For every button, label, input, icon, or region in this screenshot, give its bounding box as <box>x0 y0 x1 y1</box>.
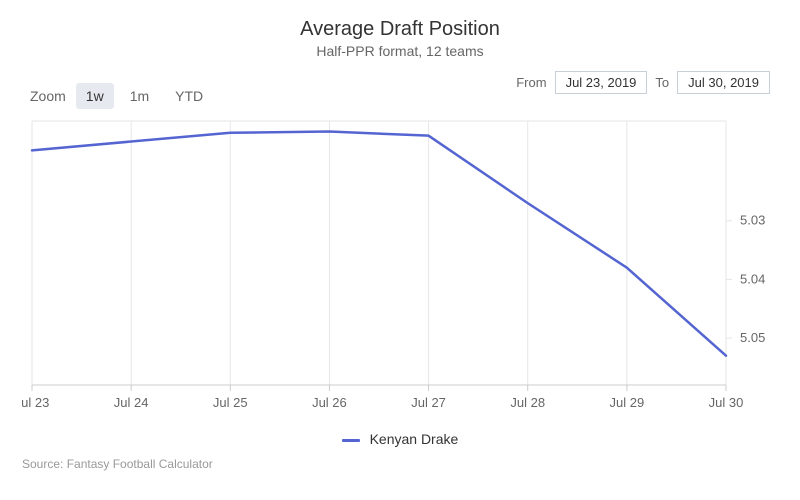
controls-row: Zoom 1w 1m YTD From Jul 23, 2019 To Jul … <box>22 83 778 109</box>
legend-series-label: Kenyan Drake <box>370 431 459 447</box>
y-tick-label: 5.04 <box>740 271 765 286</box>
x-tick-label: Jul 30 <box>709 395 744 410</box>
y-tick-label: 5.03 <box>740 213 765 228</box>
legend: Kenyan Drake <box>22 431 778 447</box>
zoom-1w-button[interactable]: 1w <box>76 83 114 109</box>
chart-area: 5.03 5.04 5.05 Jul 23 Jul 24 Jul 25 Jul 26 Jul… <box>22 117 778 427</box>
chart-subtitle: Half-PPR format, 12 teams <box>22 43 778 59</box>
zoom-group: Zoom 1w 1m YTD <box>30 83 213 109</box>
data-line <box>32 132 726 356</box>
date-range-group: From Jul 23, 2019 To Jul 30, 2019 <box>516 71 770 94</box>
x-tick-label: Jul 28 <box>510 395 545 410</box>
x-tick-label: Jul 26 <box>312 395 347 410</box>
x-tick-label: Jul 27 <box>411 395 446 410</box>
from-date-input[interactable]: Jul 23, 2019 <box>555 71 648 94</box>
legend-line-icon <box>342 439 360 442</box>
to-label: To <box>655 75 669 90</box>
chart-title: Average Draft Position <box>22 18 778 41</box>
x-tick-label: Jul 23 <box>22 395 49 410</box>
zoom-label: Zoom <box>30 88 66 104</box>
zoom-1m-button[interactable]: 1m <box>120 83 159 109</box>
to-date-input[interactable]: Jul 30, 2019 <box>677 71 770 94</box>
zoom-ytd-button[interactable]: YTD <box>165 83 213 109</box>
source-credit: Source: Fantasy Football Calculator <box>22 457 778 471</box>
x-tick-label: Jul 25 <box>213 395 248 410</box>
from-label: From <box>516 75 546 90</box>
y-tick-label: 5.05 <box>740 330 765 345</box>
chart-svg: 5.03 5.04 5.05 Jul 23 Jul 24 Jul 25 Jul 26 Jul… <box>22 117 778 427</box>
x-tick-label: Jul 29 <box>610 395 645 410</box>
x-tick-label: Jul 24 <box>114 395 149 410</box>
